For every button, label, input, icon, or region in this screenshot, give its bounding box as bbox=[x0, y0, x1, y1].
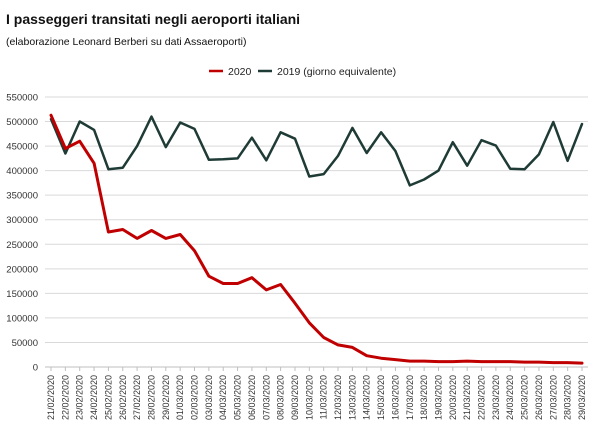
x-tick-label: 09/03/2020 bbox=[290, 375, 300, 420]
x-tick-label: 22/02/2020 bbox=[60, 375, 70, 420]
x-tick-label: 26/02/2020 bbox=[118, 375, 128, 420]
y-tick-label: 100000 bbox=[6, 313, 38, 324]
x-tick-label: 06/03/2020 bbox=[247, 375, 257, 420]
x-tick-label: 10/03/2020 bbox=[304, 375, 314, 420]
x-tick-label: 23/03/2020 bbox=[491, 375, 501, 420]
x-tick-label: 22/03/2020 bbox=[477, 375, 487, 420]
y-tick-label: 250000 bbox=[6, 240, 38, 251]
y-tick-label: 550000 bbox=[6, 93, 38, 104]
x-tick-label: 19/03/2020 bbox=[433, 375, 443, 420]
y-tick-label: 450000 bbox=[6, 142, 38, 153]
legend: 2020 2019 (giorno equivalente) bbox=[209, 66, 396, 78]
x-tick-label: 28/03/2020 bbox=[563, 375, 573, 420]
y-tick-label: 350000 bbox=[6, 191, 38, 202]
y-tick-label: 300000 bbox=[6, 215, 38, 226]
y-tick-label: 400000 bbox=[6, 166, 38, 177]
series-line-2019 bbox=[49, 115, 584, 187]
x-tick-label: 07/03/2020 bbox=[261, 375, 271, 420]
x-tick-label: 23/02/2020 bbox=[75, 375, 85, 420]
x-tick-label: 05/03/2020 bbox=[233, 375, 243, 420]
y-tick-label: 0 bbox=[33, 363, 38, 374]
y-tick-label: 50000 bbox=[12, 338, 38, 349]
y-axis-ticks: 0 50000 100000 150000 200000 250000 300000 3500… bbox=[6, 93, 38, 374]
x-tick-label: 27/03/2020 bbox=[548, 375, 558, 420]
x-tick-label: 26/03/2020 bbox=[534, 375, 544, 420]
x-tick-label: 01/03/2020 bbox=[175, 375, 185, 420]
x-tick-label: 15/03/2020 bbox=[376, 375, 386, 420]
x-tick-label: 16/03/2020 bbox=[390, 375, 400, 420]
x-tick-label: 21/03/2020 bbox=[462, 375, 472, 420]
x-tick-label: 04/03/2020 bbox=[218, 375, 228, 420]
x-tick-label: 27/02/2020 bbox=[132, 375, 142, 420]
x-tick-label: 20/03/2020 bbox=[448, 375, 458, 420]
y-tick-label: 500000 bbox=[6, 117, 38, 128]
gridlines bbox=[45, 96, 588, 368]
x-tick-label: 14/03/2020 bbox=[362, 375, 372, 420]
x-tick-label: 12/03/2020 bbox=[333, 375, 343, 420]
y-tick-label: 200000 bbox=[6, 264, 38, 275]
x-tick-label: 29/02/2020 bbox=[161, 375, 171, 420]
x-tick-label: 21/02/2020 bbox=[46, 375, 56, 420]
legend-label-2019: 2019 (giorno equivalente) bbox=[277, 66, 396, 78]
x-tick-label: 24/03/2020 bbox=[505, 375, 515, 420]
x-tick-label: 18/03/2020 bbox=[419, 375, 429, 420]
x-tick-label: 29/03/2020 bbox=[577, 375, 587, 420]
y-tick-label: 150000 bbox=[6, 289, 38, 300]
series-line-2020 bbox=[49, 113, 584, 365]
x-tick-label: 25/02/2020 bbox=[103, 375, 113, 420]
x-tick-label: 08/03/2020 bbox=[276, 375, 286, 420]
chart-subtitle: (elaborazione Leonard Berberi su dati As… bbox=[6, 36, 246, 48]
x-tick-label: 13/03/2020 bbox=[347, 375, 357, 420]
x-tick-label: 25/03/2020 bbox=[520, 375, 530, 420]
legend-label-2020: 2020 bbox=[228, 66, 252, 78]
x-tick-label: 24/02/2020 bbox=[89, 375, 99, 420]
series-lines bbox=[49, 113, 584, 365]
chart-title: I passeggeri transitati negli aeroporti … bbox=[6, 11, 300, 27]
x-tick-label: 03/03/2020 bbox=[204, 375, 214, 420]
x-tick-label: 02/03/2020 bbox=[190, 375, 200, 420]
x-tick-label: 11/03/2020 bbox=[319, 375, 329, 419]
x-axis-ticks: 21/02/2020 22/02/2020 23/02/2020 24/02/2020… bbox=[46, 367, 587, 420]
x-tick-label: 28/02/2020 bbox=[146, 375, 156, 420]
x-tick-label: 17/03/2020 bbox=[405, 375, 415, 420]
